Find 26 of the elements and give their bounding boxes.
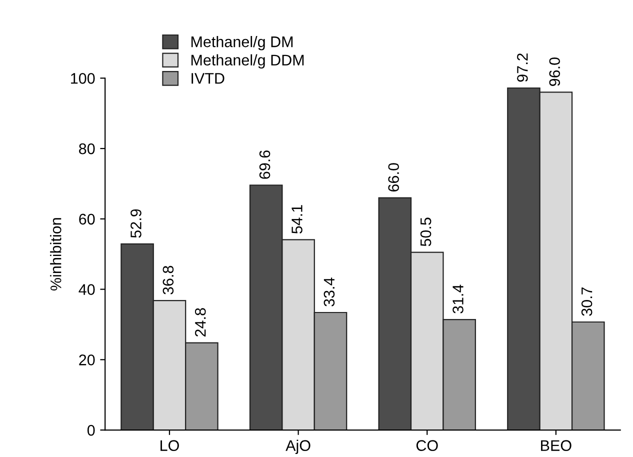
data-label: 54.1 <box>292 205 302 234</box>
data-label: 50.5 <box>420 218 432 246</box>
y-axis-title: %inhibition <box>50 218 62 290</box>
legend-label: IVTD <box>192 73 224 84</box>
legend-label: Methanel/g DDM <box>191 54 304 69</box>
y-tick-label: 60 <box>79 214 95 225</box>
x-tick-label: BEO <box>541 440 572 451</box>
y-tick-label: 40 <box>78 284 95 295</box>
data-label: 33.4 <box>324 278 335 306</box>
legend-label: Methanel/g DM <box>191 36 293 50</box>
y-tick-label: 100 <box>71 73 95 84</box>
data-label: 69.6 <box>259 150 270 179</box>
y-tick-label: 80 <box>79 143 95 154</box>
y-tick-label: 20 <box>79 354 95 366</box>
data-label: 97.2 <box>517 53 528 82</box>
data-label: 30.7 <box>581 287 592 316</box>
x-tick-label: LO <box>160 440 179 451</box>
data-label: 96.0 <box>549 58 560 86</box>
y-tick-label: 0 <box>87 424 95 436</box>
data-label: 66.0 <box>388 163 400 192</box>
data-label: 31.4 <box>452 284 464 314</box>
data-label: 36.8 <box>162 266 174 294</box>
x-tick-label: AjO <box>286 440 310 454</box>
x-tick-label: CO <box>416 440 438 451</box>
data-label: 52.9 <box>130 209 142 238</box>
data-label: 24.8 <box>194 308 206 336</box>
